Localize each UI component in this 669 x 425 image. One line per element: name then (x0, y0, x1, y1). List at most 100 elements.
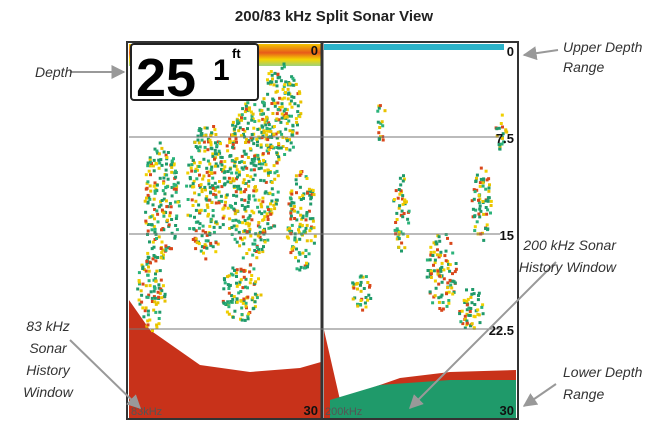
sonar-return (244, 152, 248, 156)
sonar-return (219, 160, 223, 164)
sonar-return (229, 180, 233, 184)
sonar-return (439, 295, 443, 299)
depth-whole: 25 (136, 48, 196, 108)
sonar-return (229, 300, 233, 303)
sonar-return (495, 134, 499, 138)
sonar-return (471, 288, 475, 291)
sonar-return (235, 300, 239, 304)
sonar-return (399, 230, 403, 234)
sonar-return (290, 192, 294, 196)
sonar-return (231, 123, 235, 127)
sonar-return (284, 91, 287, 94)
sonar-return (156, 290, 160, 294)
sonar-return (269, 208, 273, 212)
sonar-return (487, 186, 491, 190)
sonar-return (218, 225, 222, 229)
sonar-return (376, 109, 380, 113)
sonar-return (392, 198, 396, 201)
sonar-return (204, 231, 207, 234)
sonar-return (282, 65, 286, 69)
sonar-return (458, 310, 462, 313)
sonar-return (144, 219, 148, 223)
sonar-return (203, 149, 207, 153)
sonar-return (308, 229, 312, 233)
sonar-return (189, 166, 193, 170)
sonar-return (246, 156, 250, 159)
sonar-return (397, 188, 401, 191)
sonar-return (206, 159, 210, 163)
sonar-return (399, 189, 403, 193)
sonar-return (477, 212, 481, 216)
sonar-return (164, 168, 168, 172)
sonar-return (290, 133, 294, 137)
sonar-return (220, 199, 224, 203)
sonar-return (162, 211, 166, 215)
sonar-return (159, 200, 162, 204)
sonar-return (145, 181, 149, 185)
sonar-return (257, 119, 261, 123)
sonar-return (239, 134, 243, 138)
sonar-return (280, 66, 284, 70)
sonar-return (235, 240, 239, 244)
sonar-return (261, 218, 265, 222)
sonar-return (454, 262, 458, 265)
sonar-return (214, 141, 217, 145)
sonar-return (265, 149, 269, 153)
sonar-return (309, 197, 313, 201)
sonar-return (205, 203, 209, 207)
sonar-return (233, 212, 237, 216)
sonar-return (207, 140, 210, 144)
sonar-return (401, 202, 405, 206)
sonar-return (235, 119, 239, 123)
sonar-return (403, 201, 407, 204)
sonar-return (204, 133, 208, 137)
sonar-return (155, 323, 159, 327)
sonar-return (378, 104, 382, 108)
sonar-return (213, 171, 217, 175)
sonar-return (208, 162, 212, 166)
sonar-return (216, 152, 220, 156)
sonar-return (237, 291, 241, 295)
sonar-return (152, 295, 156, 299)
sonar-return (465, 288, 468, 292)
sonar-return (301, 194, 305, 198)
sonar-return (251, 242, 255, 246)
sonar-return (257, 162, 261, 166)
sonar-return (298, 196, 302, 200)
sonar-return (231, 145, 235, 149)
sonar-return (209, 241, 213, 245)
sonar-return (160, 208, 164, 212)
sonar-return (275, 117, 279, 121)
sonar-return (159, 247, 163, 250)
sonar-return (303, 264, 307, 268)
sonar-return (446, 236, 449, 240)
sonar-return (309, 190, 313, 193)
sonar-return (166, 151, 170, 154)
sonar-return (209, 220, 213, 224)
sonar-return (154, 161, 158, 165)
sonar-return (203, 145, 207, 149)
sonar-return (262, 179, 266, 183)
sonar-return (160, 289, 164, 293)
sonar-return (160, 240, 164, 244)
sonar-return (217, 190, 221, 194)
sonar-return (262, 129, 266, 133)
sonar-return (440, 293, 444, 297)
sonar-return (154, 259, 158, 263)
sonar-return (298, 252, 302, 256)
sonar-return (465, 321, 469, 325)
sonar-return (267, 208, 270, 212)
sonar-return (162, 214, 166, 218)
sonar-return (213, 157, 216, 161)
sonar-return (266, 171, 270, 175)
sonar-return (157, 158, 161, 162)
sonar-return (257, 198, 261, 202)
sonar-return (157, 166, 161, 170)
sonar-return (231, 143, 235, 147)
sonar-return (254, 250, 258, 253)
sonar-return (277, 146, 281, 150)
sonar-return (429, 276, 433, 279)
sonar-return (152, 254, 156, 257)
sonar-return (295, 120, 299, 124)
